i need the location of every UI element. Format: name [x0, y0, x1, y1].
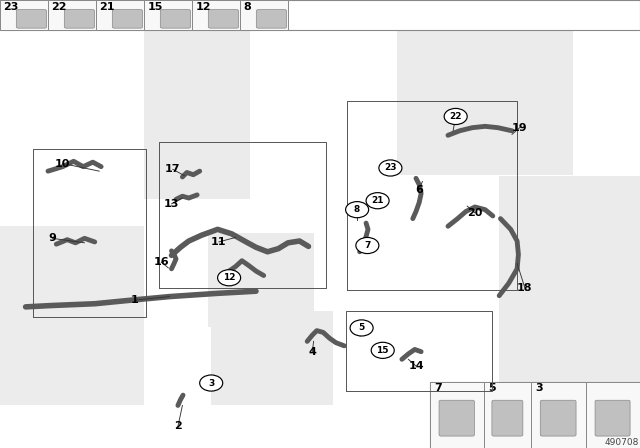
Bar — [499, 176, 640, 382]
Bar — [208, 233, 314, 327]
Circle shape — [444, 108, 467, 125]
FancyBboxPatch shape — [160, 9, 191, 28]
Text: 6: 6 — [415, 185, 423, 194]
Bar — [211, 311, 333, 405]
FancyBboxPatch shape — [540, 400, 576, 436]
Bar — [240, 0, 288, 30]
FancyBboxPatch shape — [439, 400, 474, 436]
Text: 22: 22 — [51, 2, 67, 12]
Text: 9: 9 — [49, 233, 56, 243]
Text: 23: 23 — [3, 2, 19, 12]
Circle shape — [346, 202, 369, 218]
Circle shape — [350, 320, 373, 336]
Circle shape — [356, 237, 379, 254]
FancyBboxPatch shape — [492, 400, 523, 436]
Text: 23: 23 — [384, 164, 397, 172]
Circle shape — [379, 160, 402, 176]
Circle shape — [218, 270, 241, 286]
Text: 12: 12 — [223, 273, 236, 282]
FancyBboxPatch shape — [113, 9, 143, 28]
Text: 1: 1 — [131, 295, 138, 305]
Text: 15: 15 — [376, 346, 389, 355]
Text: 10: 10 — [55, 159, 70, 168]
FancyBboxPatch shape — [64, 9, 95, 28]
Bar — [531, 382, 586, 448]
Text: 11: 11 — [211, 237, 227, 247]
Text: 5: 5 — [488, 383, 496, 393]
FancyBboxPatch shape — [595, 400, 630, 436]
Text: 16: 16 — [154, 257, 169, 267]
Bar — [144, 0, 192, 30]
Text: 490708: 490708 — [604, 438, 639, 447]
Text: 8: 8 — [243, 2, 251, 12]
Text: 15: 15 — [147, 2, 163, 12]
Bar — [144, 31, 250, 199]
Text: 7: 7 — [364, 241, 371, 250]
Text: 3: 3 — [208, 379, 214, 388]
Bar — [0, 226, 144, 405]
Text: 13: 13 — [164, 199, 179, 209]
Text: 21: 21 — [371, 196, 384, 205]
Bar — [48, 0, 96, 30]
Text: 21: 21 — [99, 2, 115, 12]
Circle shape — [371, 342, 394, 358]
Text: 8: 8 — [354, 205, 360, 214]
Circle shape — [200, 375, 223, 391]
Bar — [430, 382, 640, 448]
Bar — [0, 0, 640, 30]
Bar — [430, 382, 484, 448]
Bar — [0, 0, 48, 30]
Text: 17: 17 — [165, 164, 180, 174]
Text: 20: 20 — [467, 208, 483, 218]
Bar — [192, 0, 240, 30]
Text: 2: 2 — [174, 422, 182, 431]
Bar — [96, 0, 144, 30]
Text: 4: 4 — [308, 347, 316, 357]
Text: 19: 19 — [512, 123, 527, 133]
Bar — [397, 31, 573, 175]
Text: 5: 5 — [358, 323, 365, 332]
Circle shape — [366, 193, 389, 209]
FancyBboxPatch shape — [256, 9, 287, 28]
Text: 22: 22 — [449, 112, 462, 121]
Text: 3: 3 — [535, 383, 543, 393]
Bar — [484, 382, 531, 448]
Text: 7: 7 — [434, 383, 442, 393]
Text: 12: 12 — [195, 2, 211, 12]
FancyBboxPatch shape — [209, 9, 239, 28]
Text: 14: 14 — [408, 361, 424, 371]
Bar — [586, 382, 640, 448]
Text: 18: 18 — [517, 283, 532, 293]
FancyBboxPatch shape — [17, 9, 47, 28]
